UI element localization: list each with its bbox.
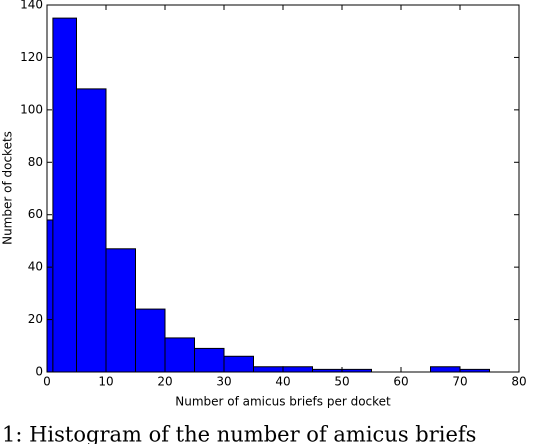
bar bbox=[430, 366, 461, 373]
bar bbox=[282, 366, 313, 373]
x-tick-label: 80 bbox=[511, 375, 526, 389]
bar bbox=[46, 219, 54, 373]
x-tick-label: 40 bbox=[275, 375, 290, 389]
bar bbox=[194, 347, 225, 373]
bar bbox=[135, 308, 166, 373]
y-tick-label: 140 bbox=[20, 0, 43, 12]
y-tick-label: 80 bbox=[28, 155, 43, 169]
bar bbox=[253, 366, 284, 373]
y-tick-label: 60 bbox=[28, 207, 43, 221]
bar bbox=[223, 355, 254, 373]
y-tick-label: 40 bbox=[28, 260, 43, 274]
caption: 1: Histogram of the number of amicus bri… bbox=[2, 423, 476, 444]
bar bbox=[164, 337, 195, 373]
x-tick-label: 0 bbox=[43, 375, 51, 389]
x-tick-label: 60 bbox=[393, 375, 408, 389]
y-tick-label: 120 bbox=[20, 50, 43, 64]
x-tick-label: 20 bbox=[157, 375, 172, 389]
bar bbox=[105, 248, 136, 373]
x-tick-label: 30 bbox=[216, 375, 231, 389]
bar bbox=[52, 17, 78, 373]
x-axis-label: Number of amicus briefs per docket bbox=[175, 395, 391, 409]
bar bbox=[76, 88, 107, 373]
x-tick-label: 70 bbox=[452, 375, 467, 389]
y-tick-label: 100 bbox=[20, 102, 43, 116]
y-tick-label: 0 bbox=[35, 365, 43, 379]
y-tick-label: 20 bbox=[28, 312, 43, 326]
y-axis-label: Number of dockets bbox=[1, 131, 15, 245]
x-tick-label: 50 bbox=[334, 375, 349, 389]
x-tick-label: 10 bbox=[98, 375, 113, 389]
